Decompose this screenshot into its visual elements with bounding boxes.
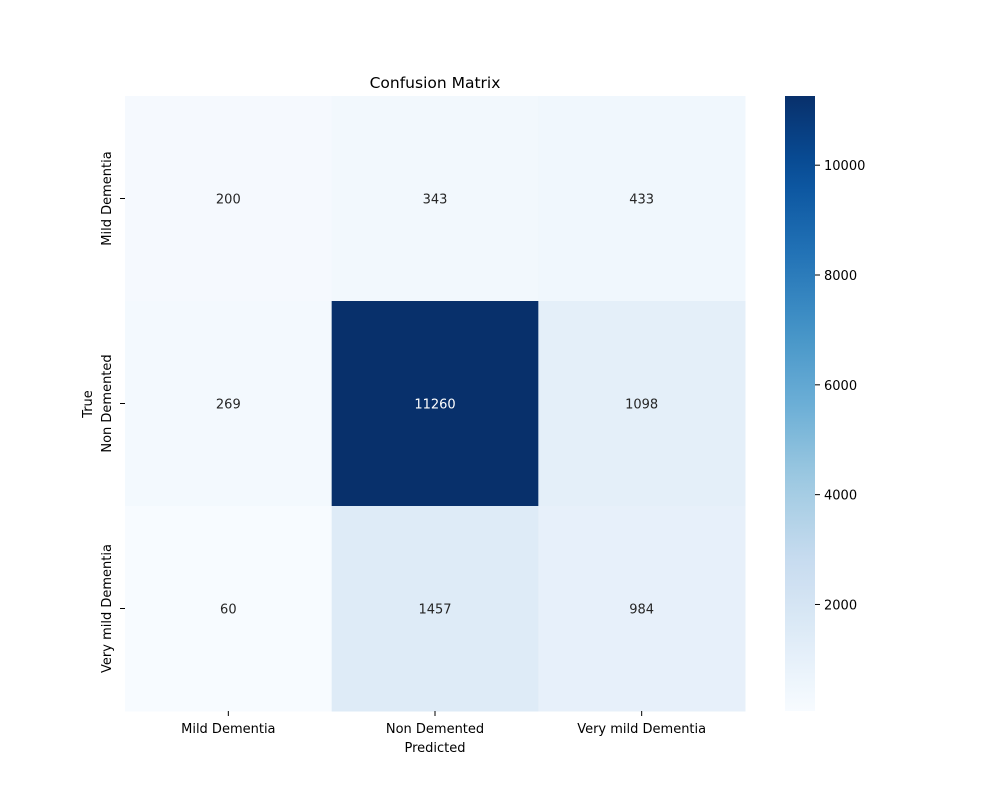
y-tick-label: Non Demented [100, 354, 115, 452]
heatmap-cell [331, 506, 539, 712]
cell-value-label: 200 [216, 193, 241, 208]
heatmap-cell-labels: 200 343 433 269 11260 1098 60 1457 984 [216, 193, 658, 618]
colorbar-tick-label: 2000 [824, 598, 857, 613]
heatmap-cell [125, 96, 333, 302]
colorbar-ticks: 2000 4000 6000 8000 10000 [815, 159, 865, 613]
chart-title: Confusion Matrix [370, 74, 501, 92]
heatmap-cell [331, 96, 539, 302]
cell-value-label: 984 [629, 603, 654, 618]
heatmap-cell [125, 506, 333, 712]
colorbar-tick-label: 6000 [824, 379, 857, 394]
colorbar-tick-label: 10000 [824, 159, 865, 174]
heatmap-cell [538, 301, 746, 507]
colorbar-tick-label: 8000 [824, 269, 857, 284]
heatmap-cell [538, 506, 746, 712]
cell-value-label: 60 [220, 603, 237, 618]
cell-value-label: 1457 [418, 603, 451, 618]
x-axis-label: Predicted [404, 741, 465, 756]
heatmap-cell [125, 301, 333, 507]
y-axis: Mild Dementia Non Demented Very mild Demen… [100, 151, 125, 673]
x-tick-label: Mild Dementia [181, 722, 275, 737]
cell-value-label: 343 [423, 193, 448, 208]
y-tick-label: Mild Dementia [100, 151, 115, 245]
y-tick-label: Very mild Dementia [100, 544, 115, 673]
heatmap-cell [331, 301, 539, 507]
heatmap-cell [538, 96, 746, 302]
colorbar-tick-label: 4000 [824, 489, 857, 504]
cell-value-label: 1098 [625, 398, 658, 413]
x-tick-label: Non Demented [386, 722, 484, 737]
cell-value-label: 433 [629, 193, 654, 208]
y-axis-label: True [81, 390, 96, 419]
cell-value-label: 269 [216, 398, 241, 413]
heatmap-cells [125, 96, 746, 712]
x-axis: Mild Dementia Non Demented Very mild Demen… [181, 711, 706, 737]
colorbar [785, 96, 815, 711]
x-tick-label: Very mild Dementia [577, 722, 706, 737]
cell-value-label: 11260 [414, 398, 455, 413]
